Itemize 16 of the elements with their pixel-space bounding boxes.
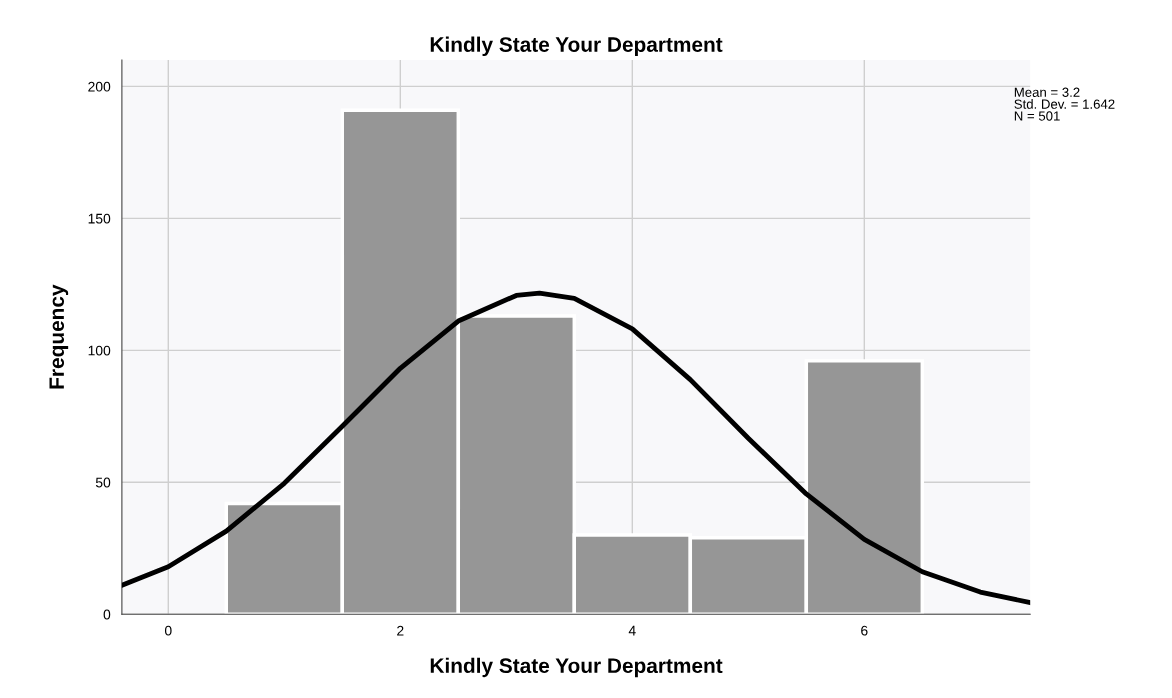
y-axis-title: Frequency — [49, 284, 69, 389]
x-tick-label: 4 — [628, 625, 636, 636]
line-series — [121, 290, 1031, 606]
annotation: Mean = 3.2 — [1014, 87, 1080, 97]
x-axis-title: Kindly State Your Department — [430, 657, 723, 678]
annotation: N = 501 — [1014, 111, 1060, 121]
chart-title: Kindly State Your Department — [430, 36, 723, 57]
annotation: Std. Dev. = 1.642 — [1014, 99, 1115, 109]
y-tick-label: 0 — [103, 609, 111, 620]
x-tick-label: 0 — [164, 625, 172, 636]
y-tick-label: 100 — [88, 345, 111, 356]
y-tick-label: 200 — [88, 81, 111, 92]
x-tick-label: 6 — [861, 625, 868, 636]
y-tick-label: 150 — [88, 213, 111, 224]
x-tick-label: 2 — [397, 625, 404, 636]
y-tick-label: 50 — [95, 477, 111, 488]
